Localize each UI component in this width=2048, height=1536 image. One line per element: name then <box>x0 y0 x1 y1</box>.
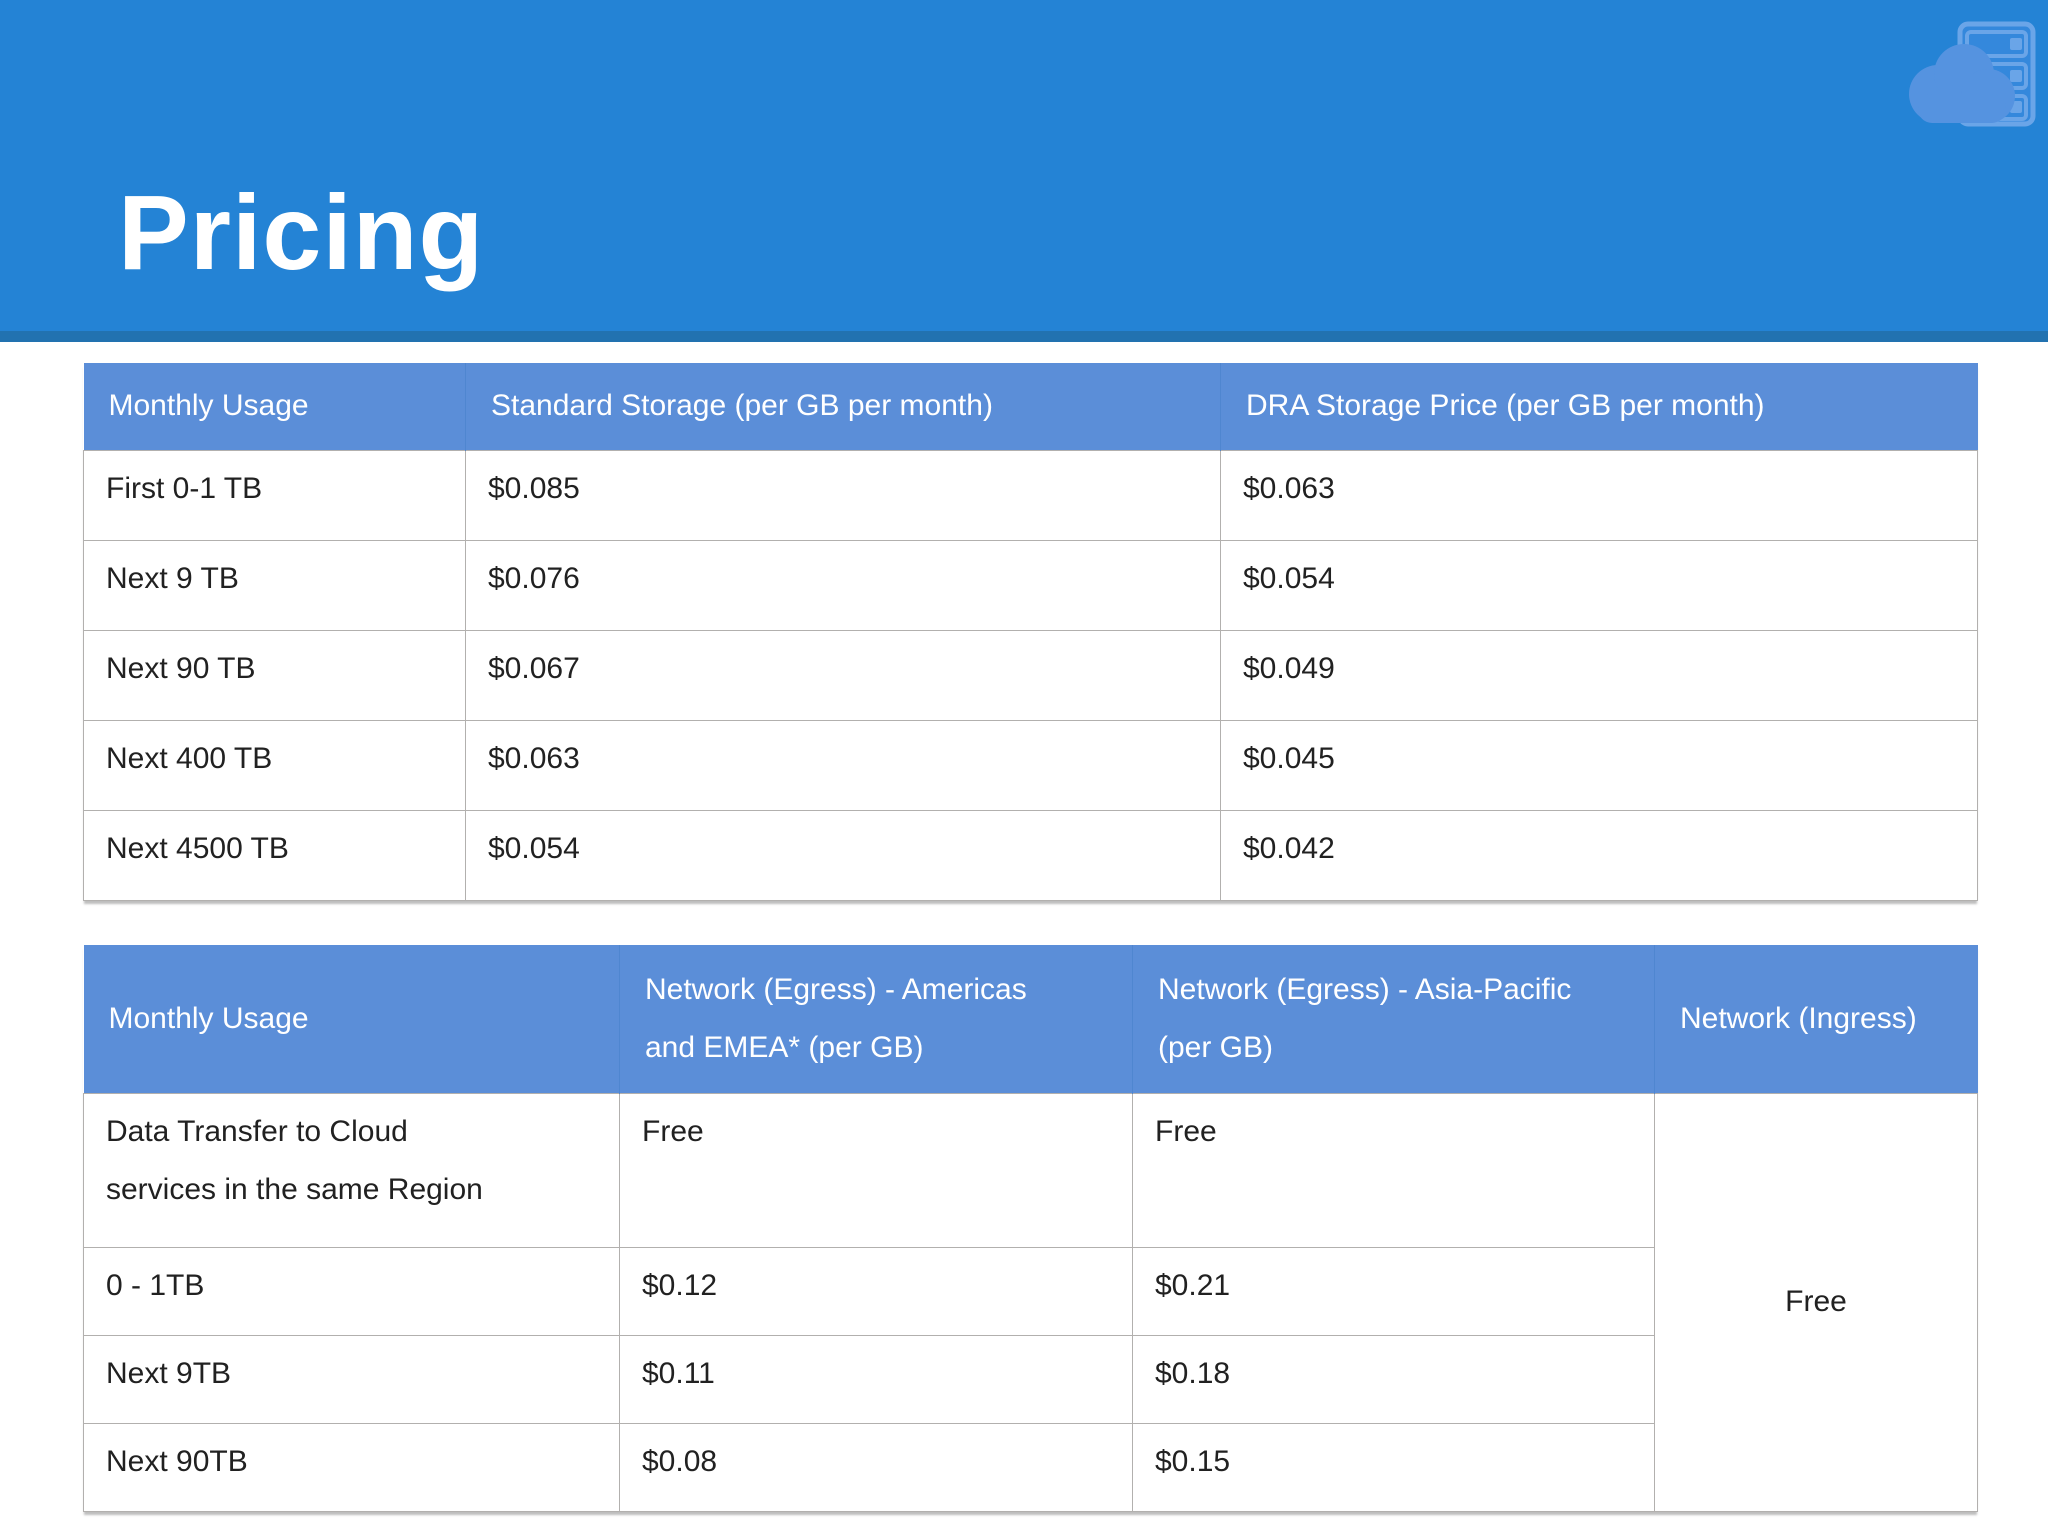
price-cell: $0.067 <box>465 629 1221 721</box>
table-row: Next 9 TB $0.076 $0.054 <box>83 539 1978 631</box>
page-title: Pricing <box>118 174 485 292</box>
price-cell: $0.054 <box>465 809 1221 901</box>
usage-cell: Next 4500 TB <box>83 809 466 901</box>
cloud-server-icon <box>1909 21 2036 127</box>
usage-cell: Next 400 TB <box>83 719 466 811</box>
network-pricing-table: Monthly Usage Network (Egress) - America… <box>83 945 1978 1512</box>
column-header-egress-asia-pacific: Network (Egress) - Asia-Pacific (per GB) <box>1132 945 1655 1093</box>
table-row: Next 9TB $0.11 $0.18 <box>83 1334 1978 1424</box>
column-header-monthly-usage: Monthly Usage <box>83 945 620 1093</box>
title-band <box>0 0 2048 331</box>
usage-cell: Next 90TB <box>83 1422 620 1512</box>
table-row: Next 90 TB $0.067 $0.049 <box>83 629 1978 721</box>
storage-pricing-table: Monthly Usage Standard Storage (per GB p… <box>83 363 1978 901</box>
price-cell: $0.11 <box>619 1334 1133 1424</box>
usage-cell: Next 9TB <box>83 1334 620 1424</box>
usage-cell: First 0-1 TB <box>83 449 466 541</box>
table-row: 0 - 1TB $0.12 $0.21 <box>83 1246 1978 1336</box>
usage-cell: 0 - 1TB <box>83 1246 620 1336</box>
header-line: Network (Egress) - Asia-Pacific <box>1158 972 1572 1006</box>
title-band-accent-strip <box>0 331 2048 342</box>
price-cell: $0.054 <box>1220 539 1978 631</box>
column-header-monthly-usage: Monthly Usage <box>83 363 466 450</box>
usage-cell: Next 90 TB <box>83 629 466 721</box>
price-cell: $0.15 <box>1132 1422 1655 1512</box>
table-row: Data Transfer to Cloud services in the s… <box>83 1092 1978 1512</box>
price-cell: $0.049 <box>1220 629 1978 721</box>
price-cell: $0.076 <box>465 539 1221 631</box>
ingress-free-cell: Free <box>1654 1092 1978 1512</box>
price-cell: $0.18 <box>1132 1334 1655 1424</box>
price-cell: Free <box>1132 1092 1655 1248</box>
usage-line: services in the same Region <box>106 1172 483 1206</box>
price-cell: $0.045 <box>1220 719 1978 811</box>
column-header-network-ingress: Network (Ingress) <box>1654 945 1978 1093</box>
price-cell: $0.063 <box>1220 449 1978 541</box>
price-cell: $0.08 <box>619 1422 1133 1512</box>
usage-cell: Next 9 TB <box>83 539 466 631</box>
table-header-row: Monthly Usage Network (Egress) - America… <box>83 945 1978 1093</box>
table-row: First 0-1 TB $0.085 $0.063 <box>83 449 1978 541</box>
price-cell: $0.21 <box>1132 1246 1655 1336</box>
table-row: Next 90TB $0.08 $0.15 <box>83 1422 1978 1512</box>
price-cell: $0.063 <box>465 719 1221 811</box>
table-header-row: Monthly Usage Standard Storage (per GB p… <box>83 363 1978 450</box>
usage-cell: Data Transfer to Cloud services in the s… <box>83 1092 620 1248</box>
column-header-dra-storage: DRA Storage Price (per GB per month) <box>1220 363 1978 450</box>
price-cell: $0.042 <box>1220 809 1978 901</box>
price-cell: $0.085 <box>465 449 1221 541</box>
column-header-standard-storage: Standard Storage (per GB per month) <box>465 363 1221 450</box>
table-row: Next 400 TB $0.063 $0.045 <box>83 719 1978 811</box>
price-cell: $0.12 <box>619 1246 1133 1336</box>
header-line: (per GB) <box>1158 1030 1274 1064</box>
table-row: Next 4500 TB $0.054 $0.042 <box>83 809 1978 901</box>
column-header-egress-americas: Network (Egress) - Americas and EMEA* (p… <box>619 945 1133 1093</box>
header-line: Network (Egress) - Americas <box>645 972 1027 1006</box>
price-cell: Free <box>619 1092 1133 1248</box>
usage-line: Data Transfer to Cloud <box>106 1114 408 1148</box>
header-line: and EMEA* (per GB) <box>645 1030 924 1064</box>
